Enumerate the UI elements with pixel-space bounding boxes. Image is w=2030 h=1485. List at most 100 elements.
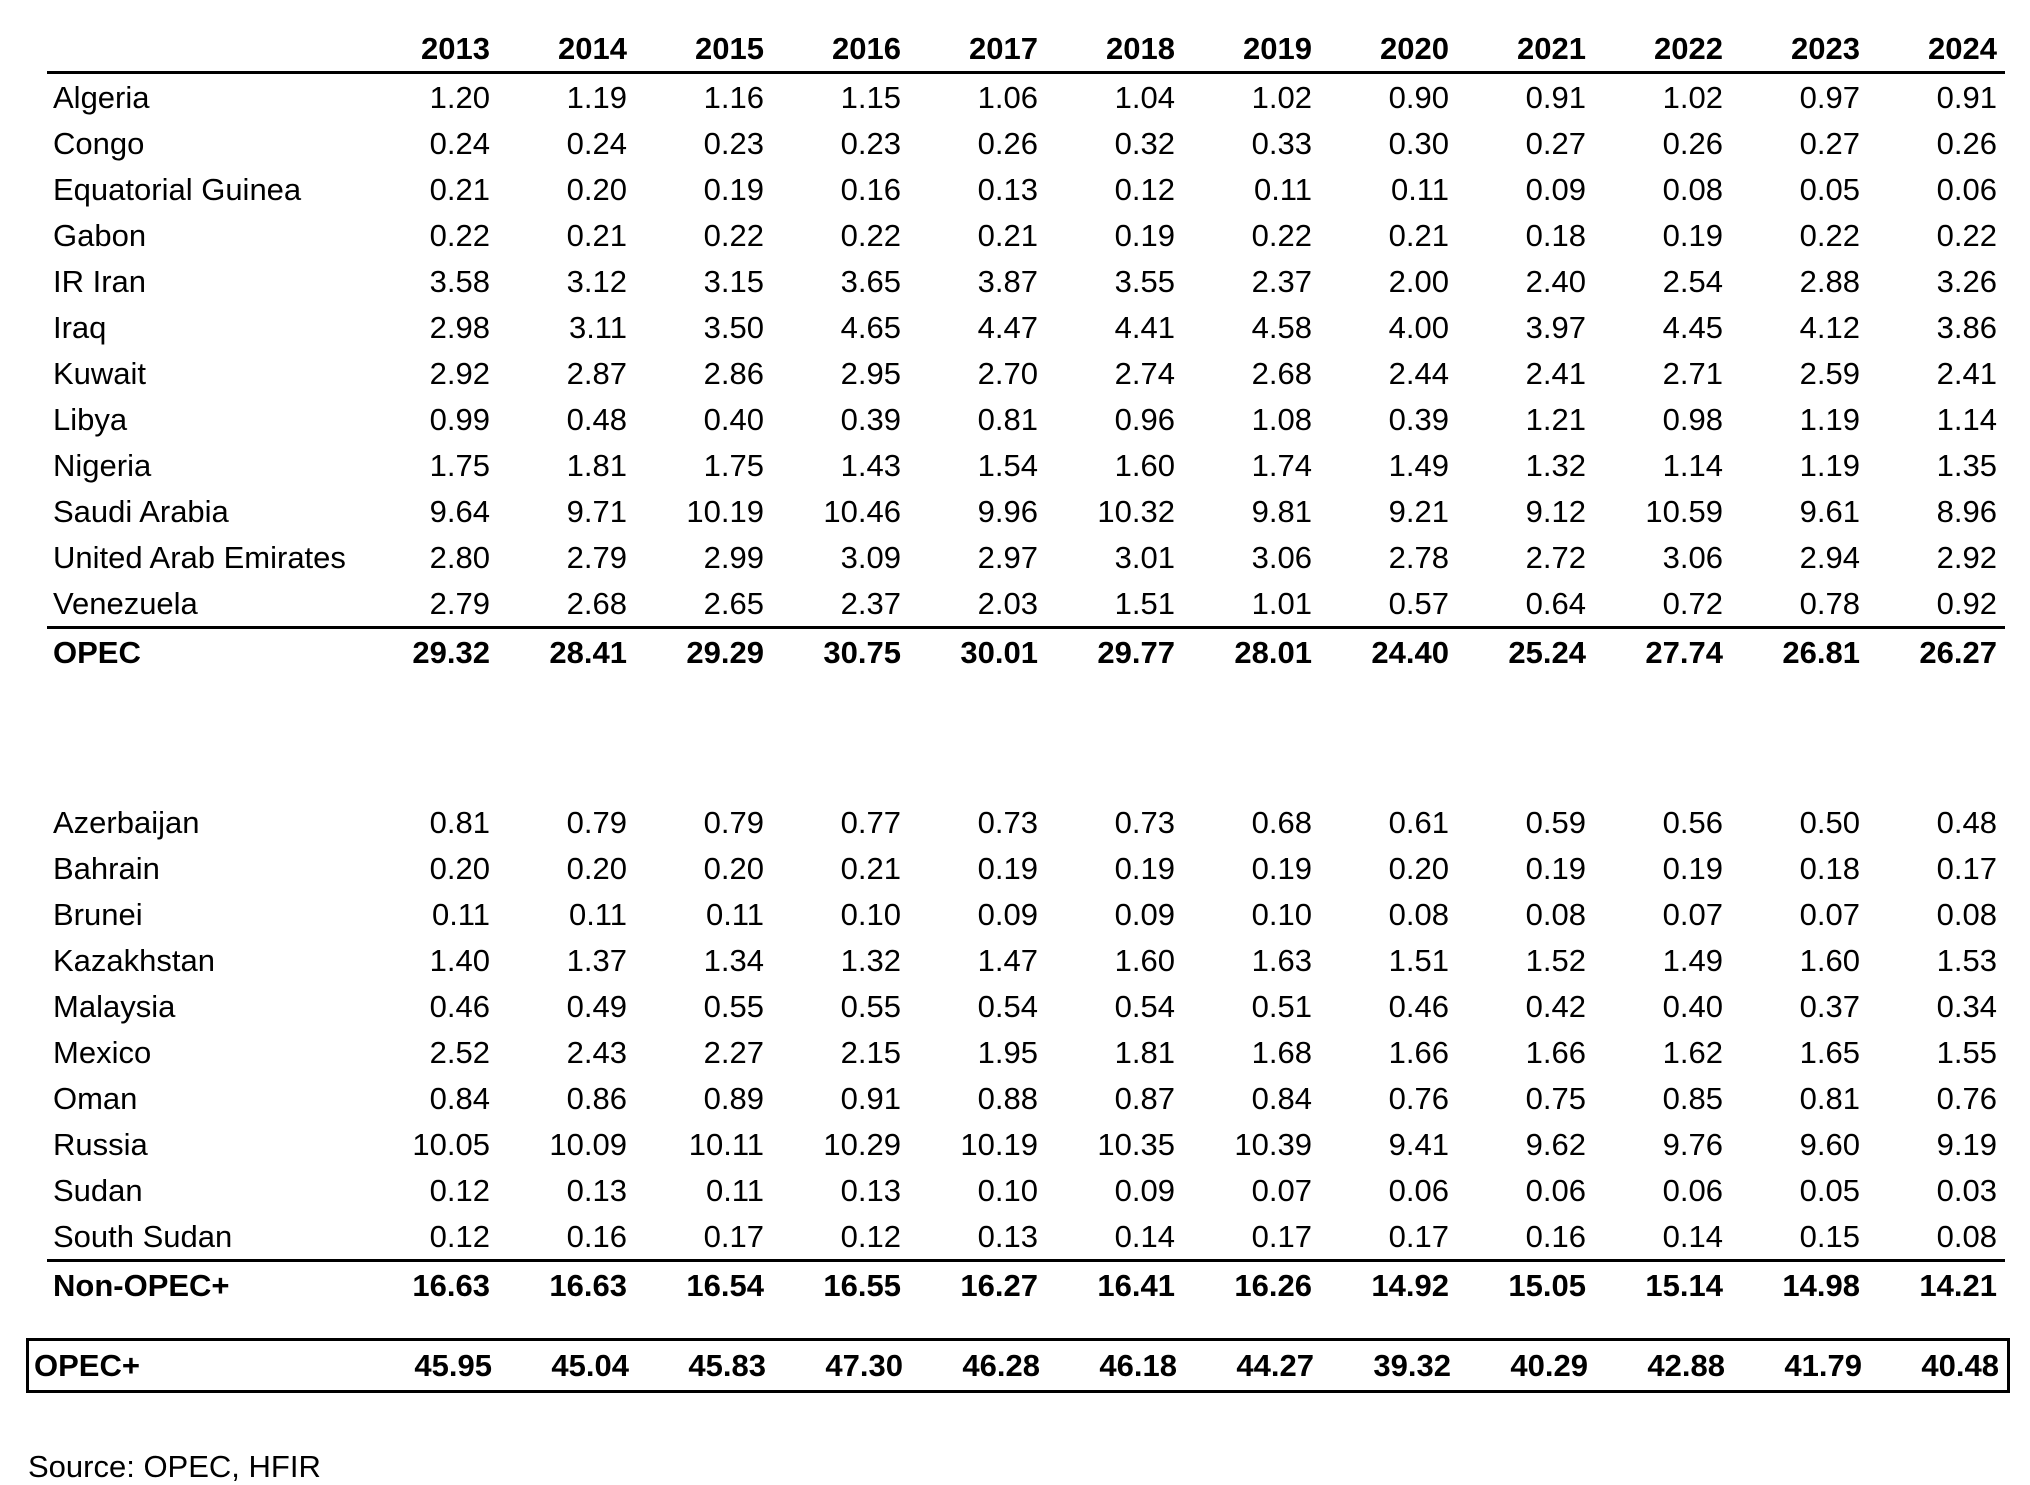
value-cell: 0.19	[977, 850, 1038, 886]
value-cell: 47.30	[825, 1348, 903, 1383]
value-cell: 1.19	[566, 79, 627, 115]
value-cell: 1.66	[1525, 1034, 1586, 1070]
value-cell: 1.08	[1251, 401, 1312, 437]
value-cell: 1.01	[1183, 580, 1320, 629]
value-cell: 0.06	[1388, 1172, 1449, 1208]
table-row: Kazakhstan 1.40 1.37 1.34 1.32 1.47 1.60 1.63 1.…	[47, 937, 2005, 983]
value-cell: 2.54	[1662, 263, 1723, 299]
value-cell: 0.22	[1936, 217, 1997, 253]
value-cell: 4.58	[1251, 309, 1312, 345]
value-cell: 1.75	[703, 447, 764, 483]
value-cell: 2.03	[909, 580, 1046, 629]
value-cell: 1.21	[1525, 401, 1586, 437]
value-cell: 9.19	[1936, 1126, 1997, 1162]
value-cell: 0.81	[429, 804, 490, 840]
row-label: Bahrain	[53, 850, 160, 886]
row-label: Congo	[53, 125, 145, 161]
value-cell: 0.75	[1525, 1080, 1586, 1116]
value-cell: 10.59	[1645, 493, 1723, 529]
total-row: OPEC 29.32 28.41 29.29 30.75 30.01 29.77 28.01 2…	[47, 628, 2005, 676]
value-cell: 4.41	[1114, 309, 1175, 345]
value-cell: 9.71	[566, 493, 627, 529]
value-cell: 1.47	[977, 942, 1038, 978]
value-cell: 46.18	[1099, 1348, 1177, 1383]
value-cell: 0.50	[1799, 804, 1860, 840]
table-row: Sudan 0.12 0.13 0.11 0.13 0.10 0.09 0.07 0.06 0.0…	[47, 1167, 2005, 1213]
value-cell: 9.41	[1388, 1126, 1449, 1162]
value-cell: 1.51	[1046, 580, 1183, 629]
year-header: 2019	[1183, 24, 1320, 74]
value-cell: 9.64	[429, 493, 490, 529]
value-cell: 0.81	[977, 401, 1038, 437]
value-cell: 2.72	[1525, 539, 1586, 575]
value-cell: 44.27	[1236, 1348, 1314, 1383]
value-cell: 10.32	[1097, 493, 1175, 529]
value-cell: 3.87	[977, 263, 1038, 299]
value-cell: 2.27	[703, 1034, 764, 1070]
value-cell: 0.11	[431, 896, 490, 932]
value-cell: 0.07	[1799, 896, 1860, 932]
value-cell: 0.06	[1936, 171, 1997, 207]
year-header-row: 2013 2014 2015 2016 2017 2018 2019 2020 2021 2022…	[47, 24, 2005, 74]
value-cell: 15.14	[1645, 1267, 1723, 1303]
value-cell: 1.14	[1662, 447, 1723, 483]
table-row: Brunei 0.11 0.11 0.11 0.10 0.09 0.09 0.10 0.08 0.…	[47, 891, 2005, 937]
row-label: Kazakhstan	[53, 942, 215, 978]
value-cell: 3.09	[840, 539, 901, 575]
value-cell: 0.20	[1388, 850, 1449, 886]
value-cell: 1.62	[1662, 1034, 1723, 1070]
value-cell: 1.68	[1251, 1034, 1312, 1070]
value-cell: 0.57	[1320, 580, 1457, 629]
value-cell: 1.49	[1388, 447, 1449, 483]
value-cell: 10.46	[823, 493, 901, 529]
value-cell: 0.26	[977, 125, 1038, 161]
row-label: Libya	[53, 401, 128, 437]
value-cell: 0.88	[977, 1080, 1038, 1116]
value-cell: 1.15	[840, 79, 901, 115]
value-cell: 0.18	[1799, 850, 1860, 886]
value-cell: 15.05	[1508, 1267, 1586, 1303]
value-cell: 0.09	[1525, 171, 1586, 207]
value-cell: 0.27	[1525, 125, 1586, 161]
value-cell: 0.89	[703, 1080, 764, 1116]
value-cell: 1.34	[703, 942, 764, 978]
table-row: Congo 0.24 0.24 0.23 0.23 0.26 0.32 0.33 0.30 0.2…	[47, 120, 2005, 166]
value-cell: 2.97	[977, 539, 1038, 575]
table-row: Bahrain 0.20 0.20 0.20 0.21 0.19 0.19 0.19 0.20 0…	[47, 845, 2005, 891]
value-cell: 0.22	[429, 217, 490, 253]
value-cell: 0.17	[1320, 1213, 1457, 1262]
value-cell: 0.21	[1388, 217, 1449, 253]
value-cell: 0.20	[566, 850, 627, 886]
value-cell: 0.19	[1662, 217, 1723, 253]
row-label: South Sudan	[47, 1213, 361, 1262]
value-cell: 9.60	[1799, 1126, 1860, 1162]
value-cell: 2.37	[772, 580, 909, 629]
value-cell: 2.52	[429, 1034, 490, 1070]
table-row: Russia 10.05 10.09 10.11 10.29 10.19 10.35 10.3…	[47, 1121, 2005, 1167]
table-row: Venezuela 2.79 2.68 2.65 2.37 2.03 1.51 1.01 0.5…	[47, 580, 2005, 629]
value-cell: 1.02	[1251, 79, 1312, 115]
value-cell: 0.92	[1868, 580, 2005, 629]
value-cell: 0.32	[1114, 125, 1175, 161]
value-cell: 3.06	[1251, 539, 1312, 575]
value-cell: 0.91	[1936, 79, 1997, 115]
value-cell: 0.46	[429, 988, 490, 1024]
value-cell: 9.81	[1251, 493, 1312, 529]
value-cell: 4.45	[1662, 309, 1723, 345]
value-cell: 3.01	[1114, 539, 1175, 575]
value-cell: 0.84	[1251, 1080, 1312, 1116]
row-label: Saudi Arabia	[53, 493, 229, 529]
value-cell: 0.76	[1388, 1080, 1449, 1116]
value-cell: 26.27	[1919, 634, 1997, 670]
value-cell: 0.27	[1799, 125, 1860, 161]
value-cell: 16.27	[960, 1267, 1038, 1303]
value-cell: 1.66	[1388, 1034, 1449, 1070]
value-cell: 1.65	[1799, 1034, 1860, 1070]
value-cell: 2.41	[1936, 355, 1997, 391]
row-label: Nigeria	[53, 447, 152, 483]
value-cell: 0.11	[1253, 171, 1312, 207]
value-cell: 2.43	[566, 1034, 627, 1070]
table-row: South Sudan 0.12 0.16 0.17 0.12 0.13 0.14 0.17 0…	[47, 1213, 2005, 1262]
value-cell: 0.13	[566, 1172, 627, 1208]
